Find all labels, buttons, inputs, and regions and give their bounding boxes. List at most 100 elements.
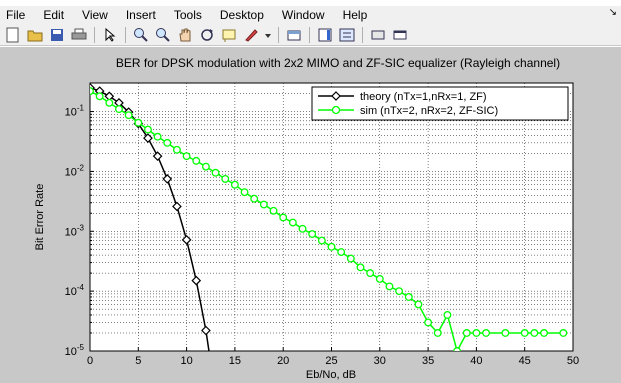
theory-marker [181, 234, 192, 245]
legend-box [311, 86, 569, 121]
sim-marker [90, 87, 94, 96]
sim-marker [201, 162, 210, 171]
legend-label-sim: sim (nTx=2, nRx=2, ZF-SIC) [360, 105, 498, 117]
menu-tools[interactable]: Tools [173, 8, 202, 22]
pointer-icon[interactable] [101, 26, 119, 44]
link-plot-icon[interactable] [285, 26, 303, 44]
chart-title: BER for DPSK modulation with 2x2 MIMO an… [116, 56, 560, 70]
menu-desktop[interactable]: Desktop [219, 8, 264, 22]
sim-marker [482, 329, 491, 337]
zoom-out-icon[interactable] [154, 26, 172, 44]
window-title-strip [0, 0, 621, 6]
theory-marker [143, 133, 153, 143]
y-tick-label: 10-2 [65, 163, 85, 178]
legend[interactable]: theory (nTx=1,nRx=1, ZF) sim (nTx=2, nRx… [311, 86, 569, 121]
toolbar-separator [125, 26, 126, 43]
sim-marker [472, 329, 481, 337]
toolbar-separator [94, 26, 95, 43]
sim-marker [269, 206, 278, 215]
x-tick-label: 25 [325, 355, 337, 367]
sim-marker [298, 224, 307, 233]
sim-marker [221, 174, 230, 183]
sim-marker [105, 98, 114, 107]
sim-marker [279, 213, 288, 222]
menu-file[interactable]: File [6, 8, 26, 22]
sim-marker [144, 125, 152, 134]
legend-marker-theory [331, 91, 341, 101]
sim-marker [240, 188, 249, 197]
sim-marker [163, 138, 172, 147]
toolbar [0, 24, 621, 46]
menu-window[interactable]: Window [281, 8, 325, 22]
theory-marker [172, 201, 182, 212]
sim-marker [404, 292, 413, 301]
sim-marker [501, 329, 510, 337]
sim-marker [327, 242, 336, 251]
sim-marker [211, 168, 220, 177]
sim-marker [95, 92, 104, 101]
toolbar-separator [362, 26, 363, 43]
sim-marker [172, 145, 181, 154]
x-tick-label: 40 [470, 355, 482, 367]
x-axis-ticks: 0 5 10 15 20 25 30 35 40 45 50 [87, 347, 579, 367]
x-tick-label: 15 [229, 355, 241, 367]
sim-marker [559, 329, 568, 337]
x-tick-label: 30 [374, 355, 386, 367]
x-tick-label: 0 [87, 355, 93, 367]
sim-marker [385, 282, 394, 291]
sim-marker [192, 156, 201, 165]
sim-marker [530, 329, 539, 337]
pan-hand-icon[interactable] [176, 26, 194, 44]
sim-marker [182, 152, 191, 161]
sim-marker [337, 248, 346, 256]
x-tick-label: 5 [135, 355, 141, 367]
x-tick-label: 50 [567, 355, 579, 367]
print-icon[interactable] [70, 26, 88, 44]
theory-marker [201, 325, 211, 336]
sim-marker [124, 111, 133, 120]
menubar: File Edit View Insert Tools Desktop Wind… [0, 6, 621, 24]
sim-marker [250, 194, 259, 203]
y-tick-label: 10-1 [65, 104, 85, 119]
x-tick-label: 10 [180, 355, 192, 367]
open-file-icon[interactable] [26, 26, 44, 44]
show-plot-tools-icon[interactable] [391, 26, 409, 44]
save-icon[interactable] [48, 26, 66, 44]
menu-help[interactable]: Help [342, 8, 368, 22]
y-tick-label: 10-4 [65, 283, 85, 298]
sim-marker [288, 218, 297, 227]
sim-marker [346, 254, 355, 263]
menu-insert[interactable]: Insert [125, 8, 156, 22]
new-figure-icon[interactable] [4, 26, 22, 44]
y-tick-label: 10-5 [65, 343, 85, 358]
dropdown-icon[interactable] [264, 26, 272, 44]
menu-edit[interactable]: Edit [43, 8, 65, 22]
sim-marker [230, 180, 239, 189]
sim-marker [375, 274, 384, 283]
brush-icon[interactable] [242, 26, 260, 44]
rotate-3d-icon[interactable] [198, 26, 216, 44]
dock-arrow-icon[interactable]: ↘ [608, 7, 617, 18]
x-tick-label: 20 [277, 355, 289, 367]
axes-box [89, 82, 574, 352]
sim-marker [134, 118, 143, 127]
x-tick-label: 45 [519, 355, 531, 367]
sim-marker [540, 329, 548, 337]
zoom-in-icon[interactable] [132, 26, 150, 44]
x-tick-label: 35 [422, 355, 434, 367]
sim-marker [356, 263, 365, 272]
theory-marker [162, 174, 173, 184]
sim-marker [414, 300, 423, 309]
sim-marker [308, 230, 317, 238]
hide-plot-tools-icon[interactable] [369, 26, 387, 44]
y-axis-ticks: 10-1 10-2 10-3 10-4 10-5 [65, 82, 94, 358]
legend-icon[interactable] [338, 26, 356, 44]
menu-view[interactable]: View [82, 8, 108, 22]
data-cursor-icon[interactable] [220, 26, 238, 44]
sim-marker [259, 200, 268, 209]
sim-marker [520, 329, 529, 337]
sim-marker [317, 236, 326, 245]
colorbar-icon[interactable] [316, 26, 334, 44]
y-axis-label: Bit Error Rate [34, 184, 46, 251]
